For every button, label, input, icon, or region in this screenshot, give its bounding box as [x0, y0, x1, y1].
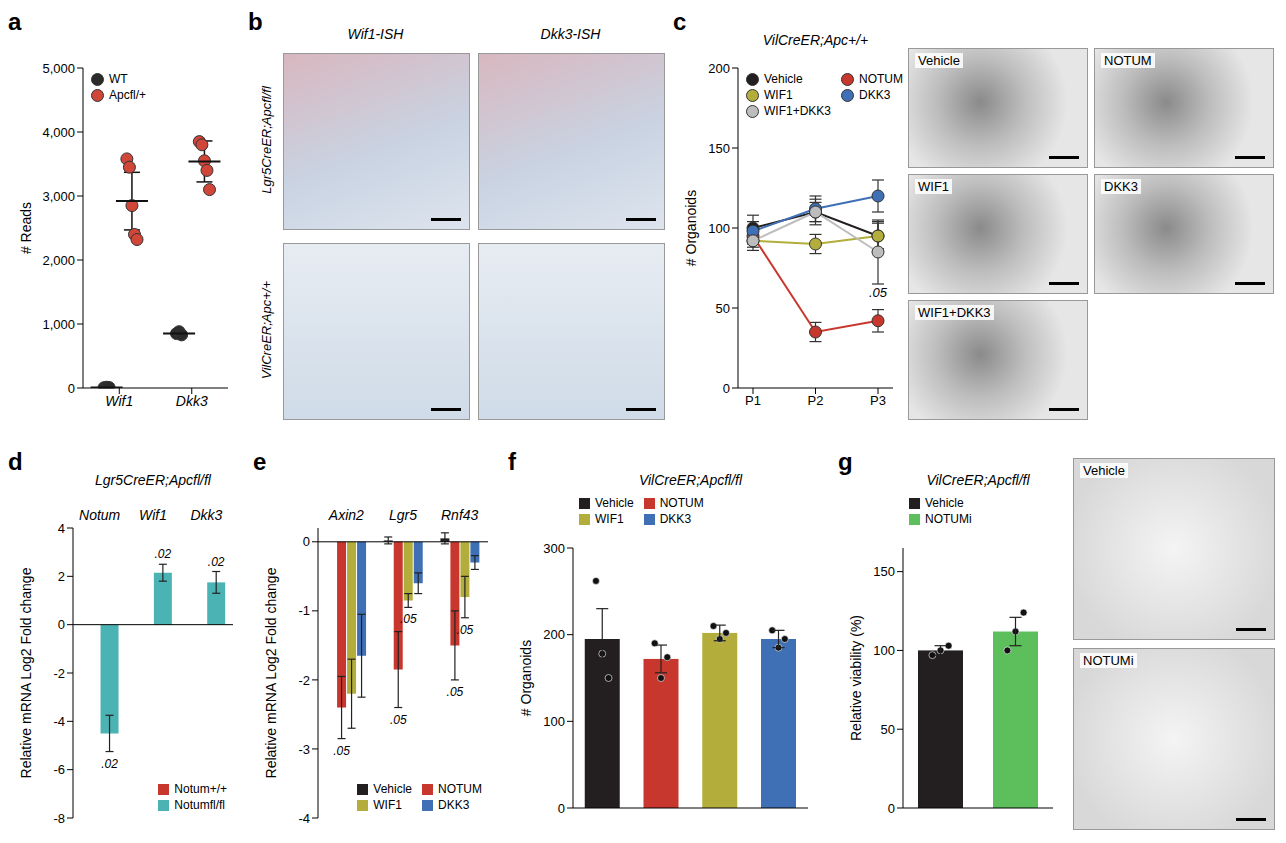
svg-text:100: 100 [543, 714, 565, 729]
svg-text:# Organoids: # Organoids [518, 640, 534, 716]
svg-text:100: 100 [708, 221, 730, 236]
svg-text:0: 0 [723, 381, 730, 396]
svg-text:Axin2: Axin2 [328, 507, 364, 523]
svg-text:5,000: 5,000 [42, 61, 75, 76]
html-text:Vehicle: Vehicle [1083, 463, 1125, 478]
svg-text:300: 300 [543, 541, 565, 556]
svg-text:Wif1: Wif1 [139, 507, 167, 523]
html-text:Vehicle: Vehicle [764, 72, 803, 86]
svg-text:Rnf43: Rnf43 [441, 507, 479, 523]
svg-text:0: 0 [558, 801, 565, 816]
html-text:DKK3: DKK3 [659, 512, 692, 526]
html-text:NOTUM: NOTUM [659, 496, 704, 510]
html-text:WIF1: WIF1 [764, 88, 793, 102]
html-text:Notumfl/fl: Notumfl/fl [174, 798, 225, 812]
svg-text:200: 200 [543, 627, 565, 642]
html-text:VilCreER;Apc+/+: VilCreER;Apc+/+ [762, 32, 869, 48]
svg-text:Relative viability (%): Relative viability (%) [848, 615, 864, 741]
html-text:WIF1: WIF1 [918, 179, 950, 194]
svg-text:P1: P1 [745, 393, 761, 408]
html-text:NOTUM: NOTUM [1104, 53, 1152, 68]
svg-text:0: 0 [58, 617, 65, 632]
svg-text:.05: .05 [869, 285, 888, 300]
svg-text:50: 50 [716, 301, 730, 316]
svg-text:-6: -6 [53, 762, 65, 777]
svg-text:# Organoids: # Organoids [683, 190, 699, 266]
svg-text:100: 100 [873, 643, 895, 658]
svg-text:Lgr5: Lgr5 [389, 507, 417, 523]
svg-text:3,000: 3,000 [42, 189, 75, 204]
svg-text:-4: -4 [298, 811, 310, 826]
svg-text:Wif1: Wif1 [105, 393, 133, 409]
svg-text:-1: -1 [298, 603, 310, 618]
svg-text:150: 150 [708, 141, 730, 156]
svg-text:Notum: Notum [79, 507, 121, 523]
svg-text:0: 0 [303, 534, 310, 549]
html-text:WIF1+DKK3: WIF1+DKK3 [918, 305, 991, 320]
svg-text:P2: P2 [808, 393, 824, 408]
html-text:Vehicle: Vehicle [373, 782, 412, 796]
html-text:NOTUMi: NOTUMi [925, 512, 972, 526]
html-text:e: e [253, 448, 267, 475]
svg-text:.02: .02 [101, 757, 118, 771]
html-text:c: c [673, 8, 687, 35]
svg-text:Dkk3: Dkk3 [176, 393, 208, 409]
html-text:VilCreER;Apcfl/fl: VilCreER;Apcfl/fl [638, 472, 743, 488]
svg-text:.05: .05 [333, 744, 350, 758]
html-text:VilCreER;Apc+/+: VilCreER;Apc+/+ [258, 281, 274, 379]
html-text:VilCreER;Apcfl/fl: VilCreER;Apcfl/fl [926, 472, 1030, 488]
svg-text:4,000: 4,000 [42, 125, 75, 140]
html-text:f: f [508, 448, 516, 475]
svg-text:Dkk3: Dkk3 [190, 507, 222, 523]
svg-text:Relative mRNA Log2 Fold change: Relative mRNA Log2 Fold change [263, 567, 279, 778]
html-text:b: b [248, 8, 263, 35]
svg-text:.05: .05 [400, 612, 417, 626]
html-text:NOTUM: NOTUM [438, 782, 482, 796]
html-text:g: g [838, 448, 853, 475]
svg-text:2,000: 2,000 [42, 253, 75, 268]
html-text:WIF1+DKK3: WIF1+DKK3 [764, 104, 831, 118]
html-text:WIF1: WIF1 [373, 798, 402, 812]
html-text:Wif1-ISH: Wif1-ISH [347, 26, 404, 42]
svg-text:0: 0 [68, 381, 75, 396]
svg-text:.05: .05 [457, 623, 474, 637]
svg-text:P3: P3 [870, 393, 886, 408]
html-text:Lgr5CreER;Apcfl/fl: Lgr5CreER;Apcfl/fl [258, 86, 274, 194]
svg-text:-8: -8 [53, 811, 65, 826]
svg-text:50: 50 [881, 722, 895, 737]
html-text:NOTUMi: NOTUMi [1083, 653, 1134, 668]
svg-text:.05: .05 [447, 685, 464, 699]
svg-text:150: 150 [873, 564, 895, 579]
html-text:NOTUM: NOTUM [859, 72, 903, 86]
svg-text:4: 4 [58, 521, 65, 536]
svg-text:200: 200 [708, 61, 730, 76]
svg-text:1,000: 1,000 [42, 317, 75, 332]
html-text:WIF1: WIF1 [595, 512, 624, 526]
svg-text:-4: -4 [53, 714, 65, 729]
svg-text:-3: -3 [298, 742, 310, 757]
svg-text:.05: .05 [390, 713, 407, 727]
html-text:WT: WT [109, 72, 128, 86]
svg-text:.02: .02 [208, 555, 225, 569]
html-text:Apcfl/+: Apcfl/+ [109, 88, 146, 102]
svg-text:.02: .02 [155, 547, 172, 561]
svg-text:2: 2 [58, 569, 65, 584]
html-text:DKK3: DKK3 [1104, 179, 1138, 194]
html-text:Notum+/+: Notum+/+ [174, 782, 227, 796]
html-text:d: d [8, 448, 23, 475]
html-text:Lgr5CreER;Apcfl/fl: Lgr5CreER;Apcfl/fl [95, 472, 211, 488]
svg-text:Relative mRNA Log2 Fold change: Relative mRNA Log2 Fold change [18, 567, 34, 778]
svg-text:0: 0 [888, 801, 895, 816]
html-text:Dkk3-ISH: Dkk3-ISH [540, 26, 601, 42]
html-text:DKK3: DKK3 [438, 798, 470, 812]
svg-text:-2: -2 [53, 666, 65, 681]
html-text:Vehicle: Vehicle [925, 496, 964, 510]
html-text:Vehicle: Vehicle [918, 53, 960, 68]
html-text:a: a [8, 8, 22, 35]
html-text:Vehicle: Vehicle [595, 496, 634, 510]
html-text:DKK3: DKK3 [859, 88, 891, 102]
svg-text:# Reads: # Reads [18, 202, 34, 254]
svg-text:-2: -2 [298, 673, 310, 688]
